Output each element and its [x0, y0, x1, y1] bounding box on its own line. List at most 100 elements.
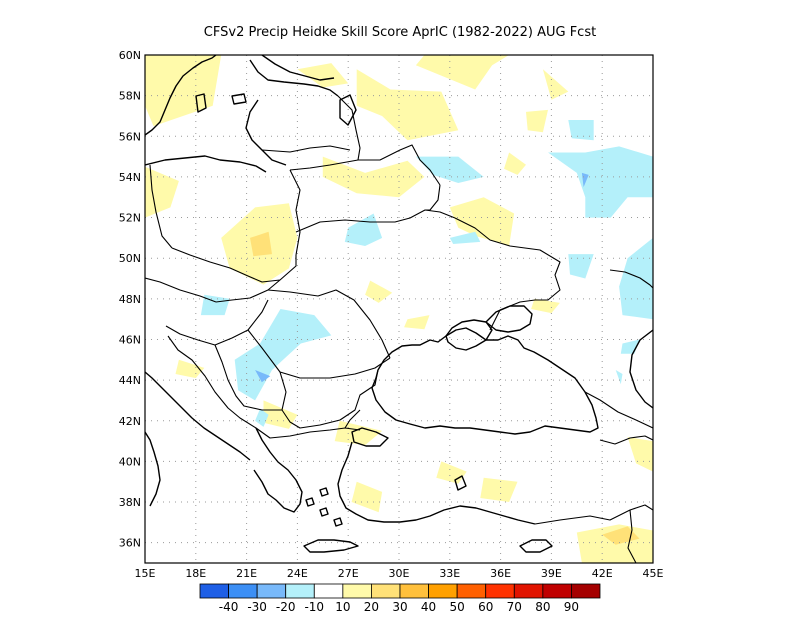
colorbar-label: -10 [304, 600, 324, 614]
lon-tick-label: 33E [439, 567, 460, 580]
skill-patch-level-neg10 [344, 213, 383, 246]
caspian-sea-coast [629, 329, 653, 409]
skill-patch-level-neg10 [568, 120, 594, 141]
colorbar-swatch [199, 583, 229, 599]
colorbar-label: -20 [276, 600, 296, 614]
colorbar-label: 30 [392, 600, 407, 614]
skill-patch-level-20 [250, 231, 272, 257]
colorbar-swatch [371, 583, 401, 599]
skill-patch-level-10 [436, 461, 467, 484]
colorbar-label: 70 [507, 600, 522, 614]
lon-tick-label: 36E [490, 567, 511, 580]
border-belarus-north [289, 144, 441, 186]
colorbar-label: 20 [364, 600, 379, 614]
lat-tick-label: 42N [119, 415, 141, 428]
lat-tick-label: 40N [119, 455, 141, 468]
lat-tick-label: 52N [119, 212, 141, 225]
skill-patch-level-10 [263, 400, 298, 429]
lon-tick-label: 30E [389, 567, 410, 580]
skill-patch-level-10 [404, 315, 430, 330]
skill-patch-level-neg10 [615, 370, 623, 385]
lat-tick-label: 48N [119, 293, 141, 306]
colorbar-label: 10 [335, 600, 350, 614]
border-poland-belarus [289, 169, 301, 256]
skill-patch-level-neg10 [568, 254, 594, 279]
map-frame [144, 54, 654, 564]
skill-patch-level-10 [627, 437, 653, 472]
skill-patch-level-10 [526, 109, 548, 133]
border-turkey-europe [344, 409, 361, 429]
colorbar-swatch [342, 583, 372, 599]
baltic-states-coast [245, 99, 287, 166]
border-turkey-east [599, 435, 653, 445]
colorbar-label: -30 [247, 600, 267, 614]
skill-patch-level-10 [356, 69, 459, 141]
lat-tick-label: 50N [119, 252, 141, 265]
lake-peipus [339, 94, 357, 126]
colorbar-swatch [456, 583, 487, 599]
colorbar-swatch [428, 583, 458, 599]
lon-tick-label: 21E [236, 567, 257, 580]
colorbar-swatch [285, 583, 315, 599]
border-turkey-syria-iraq [534, 504, 653, 525]
lon-tick-label: 15E [135, 567, 156, 580]
skill-patch-level-10 [480, 477, 518, 502]
border-russia-kazakhstan [609, 269, 653, 289]
lat-tick-label: 54N [119, 171, 141, 184]
lon-tick-label: 27E [338, 567, 359, 580]
adriatic-coast [145, 371, 251, 461]
border-poland-czech-slovakia [171, 247, 297, 283]
colorbar-swatch [399, 583, 429, 599]
sweden-coastline [145, 55, 217, 136]
colorbar-swatch [256, 583, 287, 599]
gotland-island [195, 93, 207, 113]
colorbar-swatch [542, 583, 572, 599]
italy-coast [145, 431, 161, 507]
border-germany-poland [149, 164, 173, 249]
saaremaa-island [231, 93, 247, 105]
crete-island [303, 539, 359, 553]
aegean-islands [305, 487, 343, 527]
lon-tick-label: 42E [592, 567, 613, 580]
skill-patch-level-neg10 [619, 237, 653, 320]
lat-tick-label: 46N [119, 333, 141, 346]
border-czech-slovakia-austria [145, 277, 217, 303]
colorbar-swatch [571, 583, 601, 599]
crimea-peninsula [445, 319, 493, 351]
lat-tick-label: 38N [119, 496, 141, 509]
skill-patch-level-10 [351, 481, 383, 513]
lat-tick-label: 36N [119, 537, 141, 550]
lat-tick-label: 60N [119, 49, 141, 62]
colorbar-label: 90 [564, 600, 579, 614]
border-russia-belarus [425, 184, 441, 211]
black-sea-coastline [371, 327, 599, 435]
colorbar: -40 -30 -20 -10 10 20 30 40 50 60 70 80 90 [199, 583, 601, 614]
border-romania-south [247, 329, 391, 379]
finland-coast [261, 55, 335, 81]
colorbar-label: -40 [219, 600, 239, 614]
lat-tick-label: 56N [119, 130, 141, 143]
lon-tick-label: 45E [643, 567, 664, 580]
map-title: CFSv2 Precip Heidke Skill Score AprIC (1… [204, 25, 596, 40]
lon-tick-label: 24E [287, 567, 308, 580]
colorbar-label: 60 [478, 600, 493, 614]
colorbar-swatch [485, 583, 515, 599]
skill-patch-level-10 [145, 55, 222, 127]
greece-coastline [253, 427, 303, 513]
skill-patch-level-10 [542, 69, 569, 100]
border-bosnia-serbia [214, 344, 282, 411]
skill-patch-level-10 [449, 197, 515, 246]
lake-tuz [454, 475, 467, 491]
border-belarus-ukraine [295, 209, 456, 233]
border-serbia-bulgaria [279, 369, 379, 429]
border-iraq-iran [627, 509, 637, 563]
border-hungary-south [165, 299, 269, 346]
border-caucasus-georgia [584, 391, 653, 429]
skill-patch-level-neg10 [449, 231, 481, 244]
axis-tick-labels: 15E 18E 21E 24E 27E 30E 33E 36E 39E 42E 45E 36N 38N 4… [119, 49, 664, 580]
coastlines-and-borders [145, 55, 653, 563]
border-latvia-lithuania [261, 145, 351, 153]
skill-patch-level-10 [504, 152, 526, 175]
skill-patch-level-10 [365, 280, 393, 303]
